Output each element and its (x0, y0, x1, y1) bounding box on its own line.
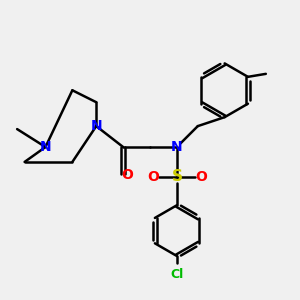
Text: O: O (147, 170, 159, 184)
Text: O: O (195, 170, 207, 184)
Text: S: S (171, 169, 182, 184)
Text: O: O (122, 168, 134, 182)
Text: N: N (90, 119, 102, 133)
Text: N: N (171, 140, 183, 154)
Text: Cl: Cl (170, 268, 184, 281)
Text: N: N (40, 140, 51, 154)
